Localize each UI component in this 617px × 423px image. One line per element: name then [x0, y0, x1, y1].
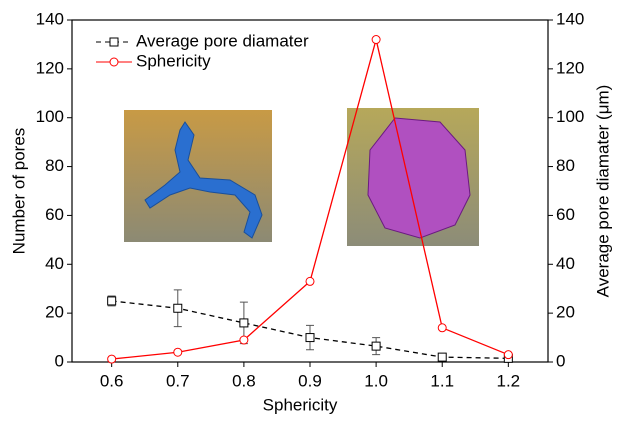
y-axis-label: Number of pores [9, 128, 28, 255]
chart: Sphericity Number of pores Average pore … [0, 0, 617, 418]
inset-image-branch [124, 110, 272, 242]
y-tick-label: 60 [45, 205, 64, 224]
marker [240, 336, 248, 344]
y-tick-label: 40 [45, 254, 64, 273]
marker [108, 297, 116, 305]
marker [174, 348, 182, 356]
x-tick-label: 0.8 [232, 371, 256, 390]
legend-label: Average pore diamater [136, 31, 309, 50]
y-tick-label: 20 [45, 303, 64, 322]
x-tick-label: 1.1 [430, 371, 454, 390]
marker [306, 277, 314, 285]
y2-tick-label: 0 [556, 351, 565, 370]
y2-tick-label: 60 [556, 205, 575, 224]
x-tick-label: 1.0 [364, 371, 388, 390]
marker [372, 36, 380, 44]
y2-axis-label: Average pore diamater (μm) [593, 85, 612, 298]
marker [372, 342, 380, 350]
x-tick-label: 0.9 [298, 371, 322, 390]
y-tick-label: 120 [36, 58, 64, 77]
y-tick-label: 100 [36, 107, 64, 126]
y2-tick-label: 120 [556, 58, 584, 77]
x-tick-label: 1.2 [497, 371, 521, 390]
marker [240, 319, 248, 327]
y2-tick-label: 20 [556, 303, 575, 322]
y-tick-label: 80 [45, 156, 64, 175]
x-axis-label: Sphericity [263, 395, 338, 414]
marker [504, 351, 512, 359]
legend-label: Sphericity [136, 51, 211, 70]
x-tick-label: 0.6 [100, 371, 124, 390]
marker [108, 355, 116, 363]
marker [174, 304, 182, 312]
marker [438, 353, 446, 361]
y2-tick-label: 100 [556, 107, 584, 126]
marker [438, 324, 446, 332]
marker [306, 334, 314, 342]
marker [110, 58, 118, 66]
y2-tick-label: 140 [556, 9, 584, 28]
x-tick-label: 0.7 [166, 371, 190, 390]
y2-tick-label: 80 [556, 156, 575, 175]
y2-tick-label: 40 [556, 254, 575, 273]
inset-image-blob [347, 108, 479, 246]
y-tick-label: 140 [36, 9, 64, 28]
y-tick-label: 0 [55, 351, 64, 370]
marker [110, 38, 118, 46]
